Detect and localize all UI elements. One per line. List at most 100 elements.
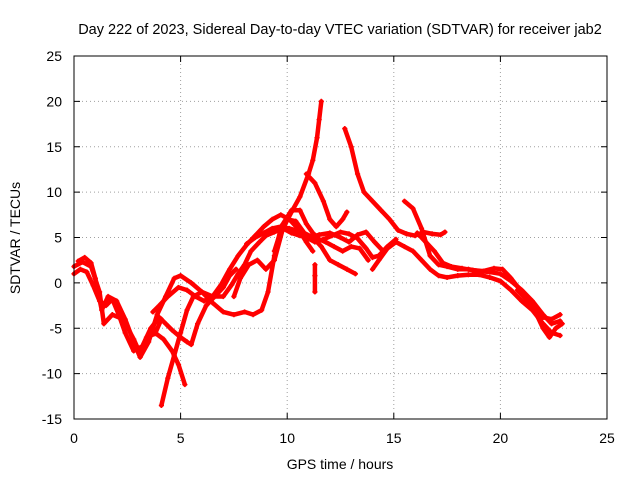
series-16: [514, 287, 565, 340]
data-point: [146, 339, 152, 345]
data-point: [109, 312, 115, 318]
data-point: [137, 354, 143, 360]
data-point: [303, 221, 309, 227]
data-point: [246, 262, 252, 268]
data-point: [278, 212, 284, 218]
y-tick-label: 10: [46, 184, 62, 200]
data-point: [235, 253, 241, 259]
x-tick-label: 15: [386, 430, 402, 446]
data-point: [237, 275, 243, 281]
series-7: [231, 98, 324, 300]
data-point: [470, 267, 476, 273]
y-tick-label: 0: [54, 275, 62, 291]
data-point: [386, 216, 393, 222]
data-point: [178, 330, 184, 336]
data-point: [263, 266, 269, 272]
data-point: [261, 230, 267, 236]
data-point: [320, 236, 327, 242]
data-point: [256, 239, 263, 245]
data-point: [352, 271, 359, 277]
data-point: [435, 262, 442, 268]
data-point: [182, 381, 188, 388]
data-point: [231, 312, 237, 318]
series-11: [342, 126, 448, 239]
data-point: [410, 248, 416, 254]
data-point: [393, 239, 399, 245]
data-point: [150, 309, 156, 315]
data-point: [327, 216, 333, 222]
data-point: [312, 273, 318, 279]
data-point: [188, 280, 194, 286]
x-tick-label: 0: [70, 430, 78, 446]
data-point: [163, 321, 169, 327]
data-point: [265, 289, 271, 295]
data-point: [75, 258, 81, 264]
data-point: [88, 260, 94, 266]
data-point: [480, 268, 486, 274]
series-line: [370, 239, 563, 338]
data-point: [84, 269, 90, 275]
data-point: [444, 274, 450, 281]
data-point: [372, 239, 378, 245]
data-point: [169, 327, 175, 333]
data-point: [178, 273, 184, 279]
data-point: [82, 254, 88, 261]
data-point: [241, 309, 248, 315]
data-point: [455, 273, 461, 279]
data-point: [508, 287, 514, 293]
data-point: [418, 257, 425, 263]
data-point: [531, 307, 538, 313]
data-point: [337, 234, 344, 241]
data-point: [361, 189, 367, 195]
data-point: [312, 289, 318, 295]
data-point: [295, 228, 301, 234]
data-point: [429, 231, 435, 237]
data-point: [329, 233, 335, 239]
data-point: [314, 135, 320, 141]
data-point: [318, 98, 324, 104]
series-10: [303, 171, 350, 230]
y-tick-label: 20: [46, 93, 62, 109]
data-point: [499, 266, 506, 272]
data-point: [244, 241, 250, 247]
series-6: [152, 330, 188, 388]
x-tick-label: 25: [599, 430, 615, 446]
data-point: [278, 224, 284, 230]
data-point: [165, 293, 171, 300]
y-tick-label: 25: [46, 48, 62, 64]
data-point: [427, 266, 433, 272]
data-point: [271, 229, 278, 235]
data-point: [99, 307, 105, 313]
data-point: [418, 225, 425, 232]
data-point: [288, 207, 295, 213]
data-point: [310, 157, 316, 163]
x-tick-label: 5: [177, 430, 185, 446]
data-point: [158, 402, 165, 408]
data-point: [519, 298, 525, 304]
y-axis-label: SDTVAR / TECUs: [7, 182, 23, 294]
data-point: [175, 361, 182, 368]
data-point: [269, 216, 275, 222]
data-point: [154, 312, 160, 318]
data-point: [250, 312, 256, 318]
data-point: [337, 229, 344, 235]
data-point: [92, 275, 98, 281]
data-point: [348, 243, 354, 250]
data-point: [342, 126, 348, 132]
data-point: [229, 282, 235, 288]
data-point: [114, 298, 120, 304]
data-point: [414, 230, 420, 236]
data-point: [559, 321, 565, 327]
series-line: [415, 230, 563, 322]
data-point: [312, 180, 318, 186]
data-point: [557, 312, 563, 318]
data-point: [401, 243, 408, 250]
data-point: [369, 254, 376, 261]
data-point: [553, 325, 559, 331]
data-point: [344, 209, 350, 215]
data-point: [369, 198, 376, 204]
data-point: [363, 229, 369, 235]
data-point: [465, 272, 472, 278]
